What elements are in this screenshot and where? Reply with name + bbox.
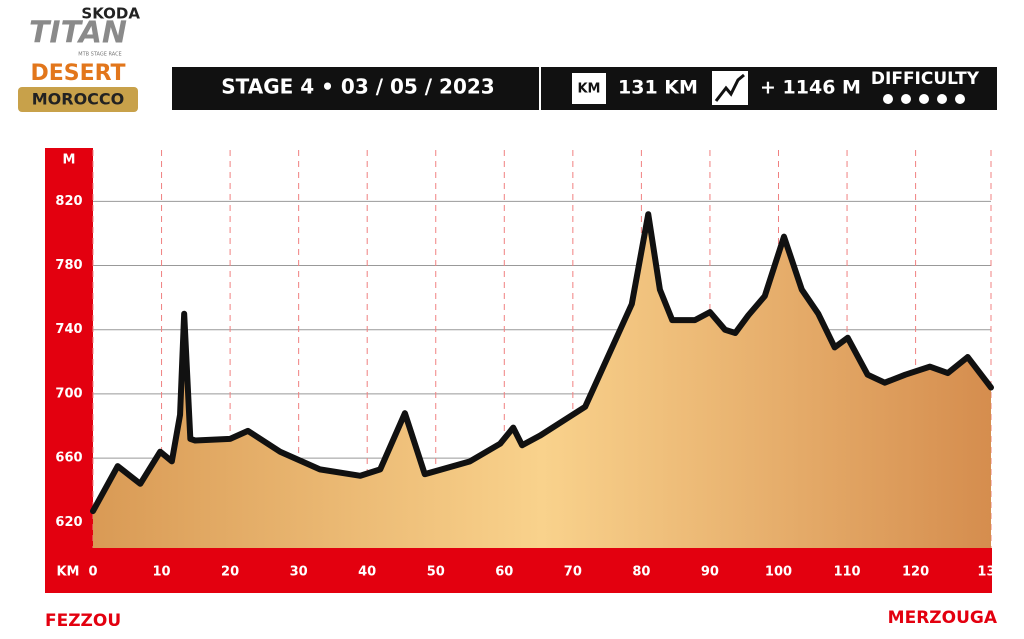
y-tick-label: 740 <box>55 322 82 337</box>
y-tick-label: 660 <box>55 451 82 466</box>
y-tick-label: 780 <box>55 258 82 273</box>
x-tick-label: 131 <box>977 565 1004 580</box>
x-tick-label: 110 <box>833 565 860 580</box>
difficulty: DIFFICULTY <box>871 69 980 89</box>
y-tick-label: 620 <box>55 515 82 530</box>
x-tick-label: 10 <box>153 565 171 580</box>
x-axis-label: KM <box>56 565 79 580</box>
x-tick-label: 120 <box>902 565 929 580</box>
distance: 131 KM <box>618 77 698 99</box>
event: DESERT <box>30 61 125 86</box>
climb: + 1146 M <box>760 77 861 99</box>
x-tick-label: 20 <box>221 565 239 580</box>
country: MOROCCO <box>32 90 125 109</box>
x-tick-label: 40 <box>358 565 376 580</box>
y-tick-label: 820 <box>55 194 82 209</box>
y-axis-label: M <box>63 153 76 168</box>
climb-icon-line <box>714 73 745 102</box>
brand: SKODA <box>81 5 140 23</box>
km-icon <box>572 73 606 104</box>
km-icon-text: KM <box>577 82 600 97</box>
x-tick-label: 80 <box>632 565 650 580</box>
y-axis-bar <box>45 148 93 593</box>
finish: MERZOUGA <box>888 608 998 628</box>
y-tick-label: 700 <box>55 386 82 401</box>
x-tick-label: 30 <box>290 565 308 580</box>
difficulty-dots <box>883 94 965 104</box>
elevation-area <box>93 214 991 548</box>
x-tick-label: 100 <box>765 565 792 580</box>
stage: STAGE 4 • 03 / 05 / 2023 <box>221 75 494 99</box>
x-axis-bar <box>45 548 992 593</box>
x-tick-label: 0 <box>88 565 97 580</box>
x-tick-label: 60 <box>495 565 513 580</box>
x-tick-label: 90 <box>701 565 719 580</box>
x-tick-label: 70 <box>564 565 582 580</box>
logo-sub: MTB STAGE RACE <box>78 52 121 58</box>
country-badge <box>18 87 138 112</box>
elevation-line <box>90 211 994 515</box>
logo: TITAN <box>29 16 127 51</box>
x-tick-label: 50 <box>427 565 445 580</box>
start: FEZZOU <box>45 611 121 631</box>
plot: 620 660 700 740 780 820 0 10 20 30 40 50 60 70 80 90 100… <box>55 150 1005 580</box>
